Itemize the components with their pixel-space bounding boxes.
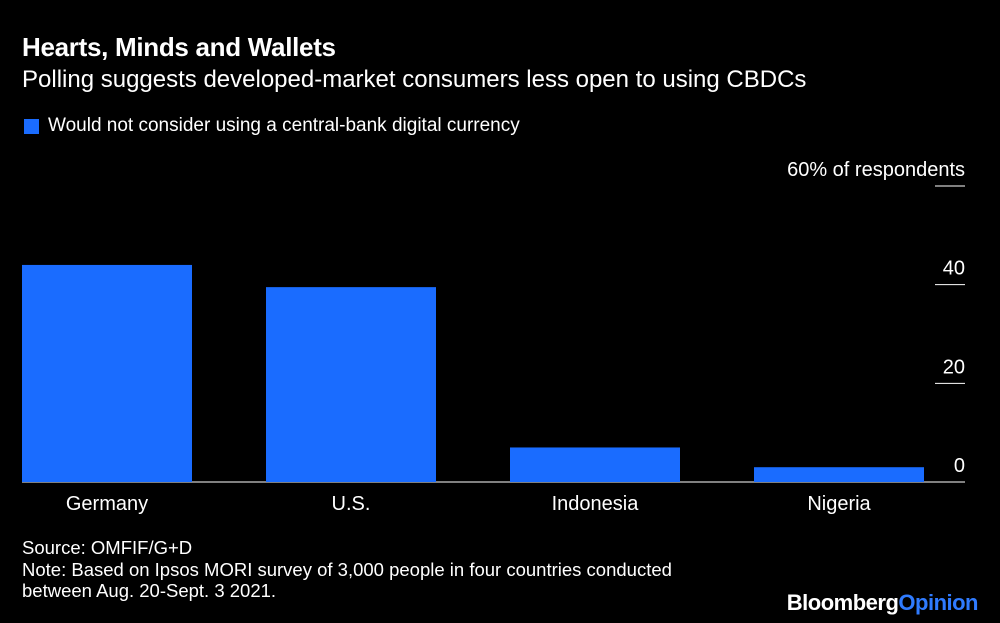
bar-indonesia	[510, 447, 680, 482]
bloomberg-opinion-logo: BloombergOpinion	[786, 590, 979, 616]
brand-bloomberg: Bloomberg	[786, 590, 899, 615]
y-tick-label: 20	[943, 356, 965, 378]
bar-germany	[22, 264, 192, 482]
bar-us	[266, 287, 436, 482]
chart-notes: Source: OMFIF/G+D Note: Based on Ipsos M…	[22, 537, 672, 602]
legend-swatch	[24, 118, 39, 134]
y-tick-label: 60% of respondents	[787, 159, 965, 181]
legend-label: Would not consider using a central-bank …	[48, 115, 520, 136]
x-tick-label: U.S.	[332, 493, 371, 515]
y-tick-label: 40	[943, 258, 965, 280]
note-text-line1: Note: Based on Ipsos MORI survey of 3,00…	[22, 558, 672, 580]
source-text: Source: OMFIF/G+D	[22, 537, 193, 558]
y-tick-label: 0	[954, 455, 965, 477]
bar-nigeria	[754, 467, 924, 482]
brand-opinion: Opinion	[898, 590, 978, 615]
chart-title: Hearts, Minds and Wallets	[22, 32, 336, 62]
x-tick-label: Nigeria	[807, 493, 871, 515]
note-text-line2: between Aug. 20-Sept. 3 2021.	[22, 580, 277, 601]
x-tick-label: Indonesia	[552, 493, 640, 515]
x-tick-label: Germany	[66, 493, 148, 515]
chart-subtitle: Polling suggests developed-market consum…	[22, 66, 807, 93]
legend: Would not consider using a central-bank …	[24, 115, 520, 137]
